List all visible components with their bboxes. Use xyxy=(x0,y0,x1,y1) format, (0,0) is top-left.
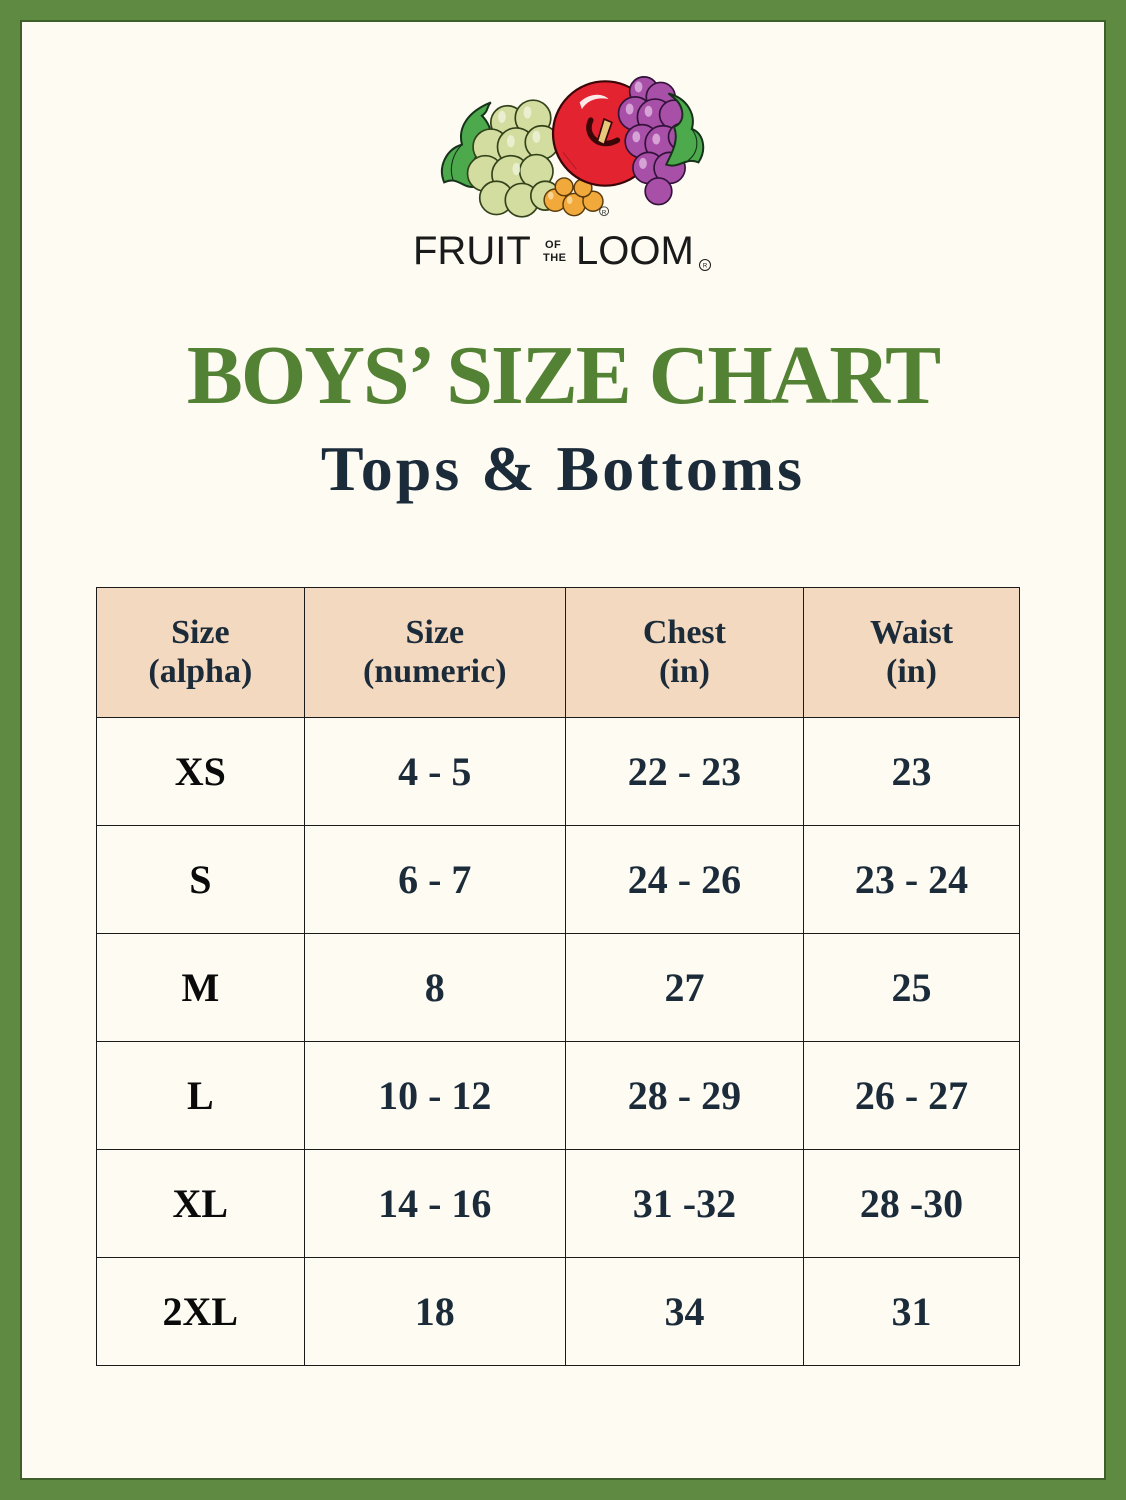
svg-text:R: R xyxy=(703,264,708,270)
svg-text:LOOM: LOOM xyxy=(576,229,694,273)
svg-text:THE: THE xyxy=(543,252,567,264)
svg-text:OF: OF xyxy=(545,239,561,251)
svg-text:FRUIT: FRUIT xyxy=(413,229,531,273)
svg-text:R: R xyxy=(602,210,607,217)
